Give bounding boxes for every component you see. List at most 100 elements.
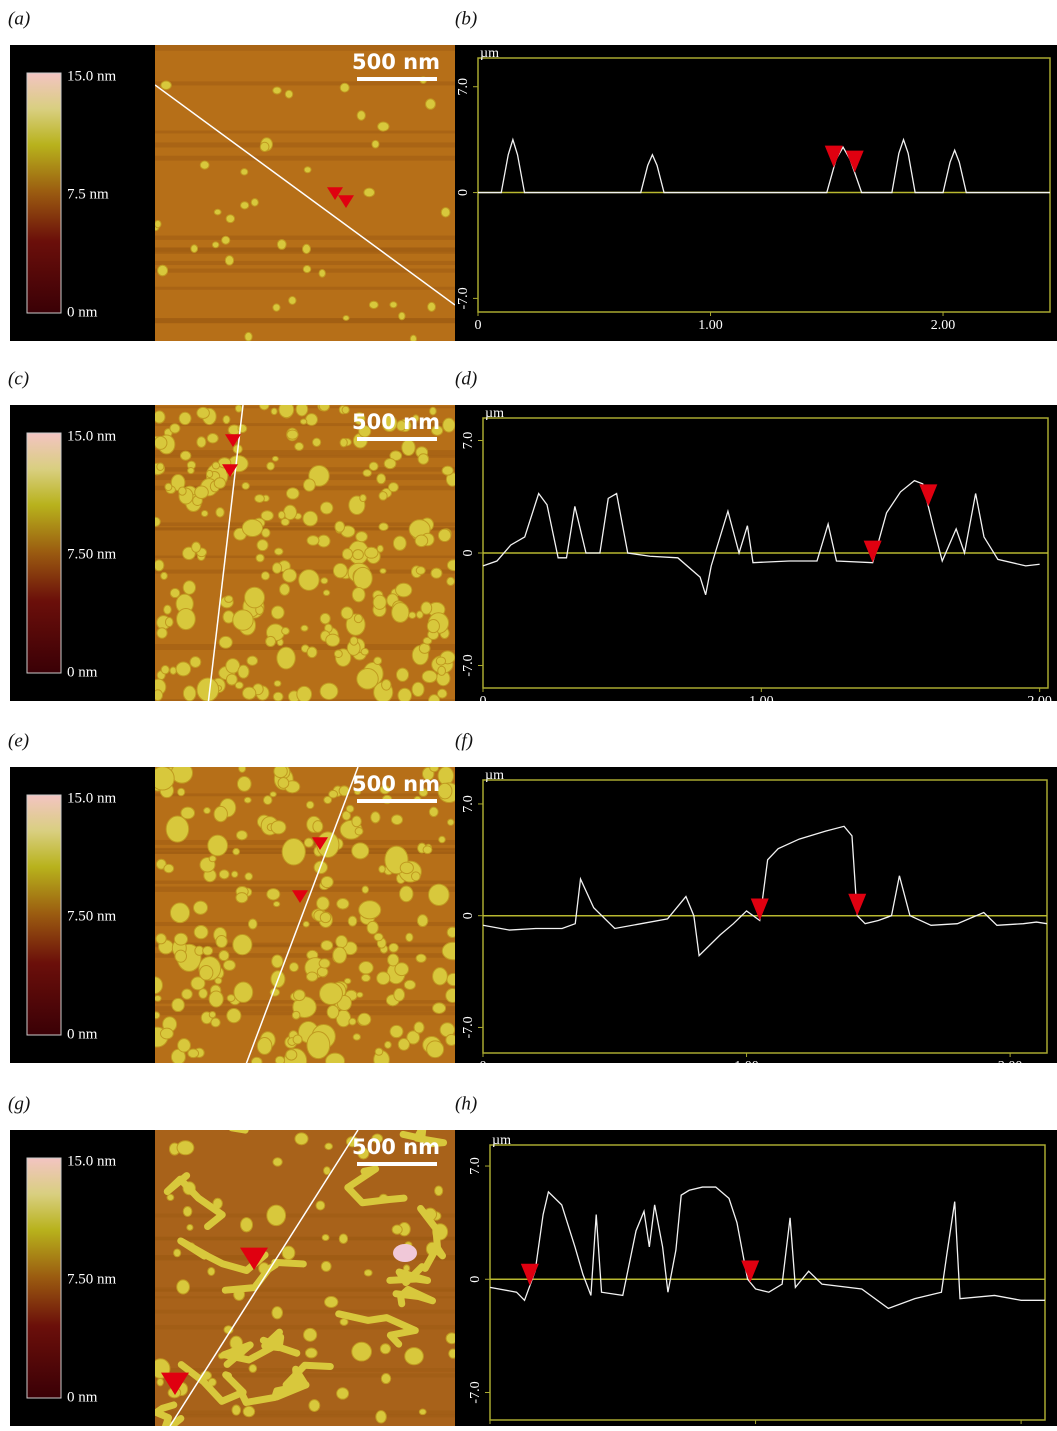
afm-particle (441, 941, 455, 961)
afm-particle (339, 1318, 349, 1326)
afm-particle (272, 303, 281, 312)
afm-particle (196, 406, 210, 420)
afm-particle (270, 407, 278, 416)
afm-particle (296, 685, 313, 701)
afm-particle (155, 976, 163, 995)
afm-particle (213, 477, 226, 489)
afm-particle (226, 994, 236, 1003)
afm-particle (371, 139, 380, 149)
afm-particle (281, 627, 290, 636)
afm-particle (437, 767, 455, 786)
y-tick-label: -7.0 (468, 1381, 483, 1403)
plot-frame (482, 779, 1048, 1054)
colorbar-label: 7.50 nm (67, 1271, 117, 1287)
afm-particle (203, 807, 211, 815)
afm-streak (155, 886, 455, 892)
afm-particle (323, 1166, 331, 1176)
afm-particle (166, 1193, 175, 1201)
afm-particle (320, 1260, 332, 1272)
afm-particle (347, 915, 358, 927)
profile-marker (520, 1263, 539, 1286)
afm-image (155, 45, 455, 341)
profile-marker (824, 145, 843, 168)
afm-particle (175, 661, 192, 677)
afm-particle (378, 865, 386, 874)
afm-particle (286, 429, 299, 440)
afm-particle (352, 1033, 361, 1041)
afm-particle (357, 1012, 372, 1026)
afm-particle (363, 187, 376, 198)
afm-particle (160, 571, 168, 580)
afm-particle (375, 1410, 387, 1424)
afm-particle (446, 926, 455, 939)
afm-particle (440, 207, 451, 218)
y-tick-label: 0 (461, 912, 476, 919)
afm-particle (442, 417, 455, 433)
colorbar (26, 72, 62, 314)
afm-particle (319, 682, 339, 700)
afm-particle (271, 455, 279, 462)
scan-line (169, 1130, 359, 1426)
afm-fiber (220, 1336, 280, 1368)
afm-particle (256, 1037, 273, 1055)
afm-particle (418, 787, 429, 797)
cursor-marker (240, 1247, 268, 1270)
afm-particle (225, 214, 236, 224)
scale-bar-label: 500 nm (352, 410, 440, 434)
afm-particle (322, 589, 331, 597)
afm-particle (415, 566, 426, 575)
afm-particle (353, 788, 362, 795)
afm-particle (294, 442, 304, 451)
afm-particle (155, 435, 168, 450)
afm-particle (259, 405, 270, 411)
y-tick-label: 0 (468, 1276, 483, 1283)
afm-particle (413, 1021, 425, 1034)
afm-particle (360, 647, 370, 656)
afm-particle (358, 900, 382, 920)
afm-particle (276, 646, 296, 670)
afm-streak (155, 953, 455, 958)
afm-particle (262, 795, 273, 805)
afm-particle (429, 406, 437, 416)
afm-particle (356, 668, 379, 690)
afm-particle (320, 939, 334, 951)
afm-particle (422, 845, 433, 855)
afm-particle (379, 784, 391, 795)
afm-particle (163, 863, 175, 874)
afm-particle (380, 1373, 392, 1385)
afm-particle (373, 656, 383, 665)
afm-particle (231, 1404, 242, 1416)
afm-particle (171, 997, 185, 1013)
afm-particle (334, 520, 345, 533)
afm-streak (155, 286, 455, 290)
afm-particle (207, 1266, 216, 1277)
afm-particle (242, 686, 257, 700)
afm-particle (420, 601, 433, 615)
afm-particle (271, 562, 283, 574)
afm-particle (429, 767, 439, 773)
afm-fiber (399, 1130, 448, 1148)
afm-particle (336, 898, 350, 910)
afm-particle (225, 658, 241, 674)
afm-particle (447, 818, 455, 826)
afm-particle (378, 522, 389, 532)
afm-particle (256, 539, 269, 552)
cursor-marker (292, 890, 308, 903)
afm-particle (266, 461, 275, 471)
afm-particle (374, 1047, 384, 1056)
afm-streak (155, 1287, 455, 1291)
afm-particle (211, 461, 221, 470)
afm-particle (156, 462, 165, 471)
afm-particle (316, 896, 330, 911)
afm-particle (218, 635, 233, 649)
y-tick-label: 0 (456, 189, 471, 196)
afm-particle (178, 486, 187, 496)
afm-particle (432, 1002, 447, 1014)
afm-particle (437, 528, 452, 542)
profile-bg (455, 1130, 1057, 1426)
y-tick-label: 7.0 (461, 795, 476, 813)
afm-particle (231, 870, 239, 878)
afm-particle (196, 436, 207, 448)
afm-particle (325, 1052, 346, 1063)
afm-particle (448, 1348, 455, 1359)
